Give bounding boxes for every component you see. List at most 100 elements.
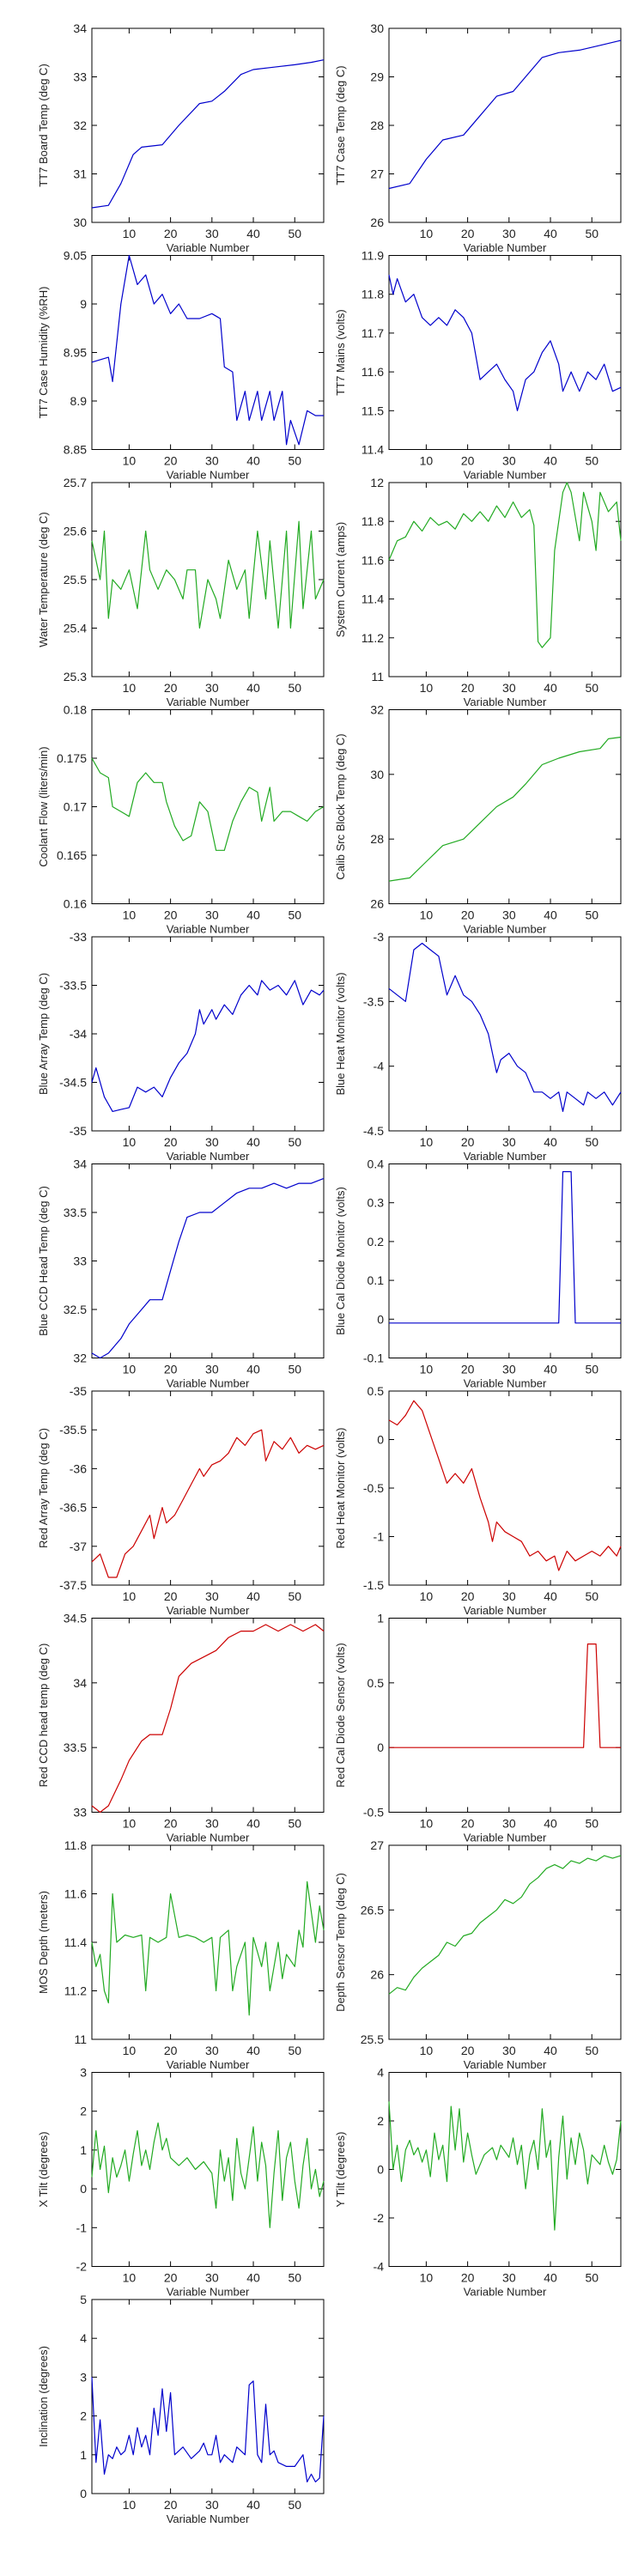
y-tick-label: 25.4 [64,622,87,635]
series-line [91,757,325,851]
x-tick-label: 50 [288,2498,301,2512]
x-tick-label: 50 [585,1589,598,1603]
y-tick-label: 0.5 [368,1676,385,1690]
y-tick-label: 11.9 [361,249,384,263]
y-tick-label: 27 [370,1838,384,1852]
x-tick-label: 10 [420,2044,434,2057]
chart-panel-4: 25.3 25.4 25.5 25.6 25.7 10 20 30 40 50 Variable N… [37,476,325,708]
chart-panel-9: -4.5 -4 -3.5 -3 10 20 30 40 50 Variable Number Blu… [334,930,622,1163]
y-tick-label: 0.175 [57,751,87,765]
series-line [388,1855,622,1995]
y-tick-label: 31 [73,167,87,181]
x-tick-label: 10 [420,1135,434,1149]
series-line [388,274,622,411]
y-axis-title: Blue Array Temp (deg C) [37,973,50,1095]
x-tick-label: 30 [205,1363,219,1376]
series-line [388,736,622,882]
plot-frame [388,709,622,904]
x-tick-label: 10 [420,227,434,240]
y-tick-label: -1 [374,1530,385,1544]
y-tick-label: 0.2 [368,1235,385,1249]
y-tick-label: 11.4 [361,443,384,457]
x-tick-label: 20 [164,227,178,240]
x-axis-title: Variable Number [167,2286,250,2299]
y-tick-label: -0.1 [363,1352,384,1365]
x-axis-title: Variable Number [464,1377,547,1390]
x-tick-label: 10 [123,908,137,922]
x-tick-label: 20 [164,1589,178,1603]
y-tick-label: 30 [370,21,384,35]
chart-panel-13: -1.5 -1 -0.5 0 0.5 10 20 30 40 50 Variable Number R… [334,1384,622,1617]
x-axis-title: Variable Number [167,241,250,254]
plot-frame [388,1163,622,1358]
y-tick-label: 25.3 [64,670,87,683]
y-tick-label: 25.5 [361,2032,384,2046]
y-tick-label: 29 [370,70,384,84]
chart-panel-5: 11 11.2 11.4 11.6 11.8 12 10 20 30 40 50 Variable N… [334,476,622,708]
x-tick-label: 20 [164,908,178,922]
x-tick-label: 40 [544,2044,557,2057]
x-axis-title: Variable Number [167,696,250,708]
series-line [388,39,622,190]
series-line [91,2122,325,2228]
x-axis-title: Variable Number [464,469,547,482]
y-axis-title: TT7 Case Temp (deg C) [334,65,347,185]
y-tick-label: 33 [73,70,87,84]
x-tick-label: 20 [461,2044,475,2057]
chart-panel-19: -4 -2 0 2 4 10 20 30 40 50 Variable Number Y Tilt (… [334,2066,622,2299]
chart-panel-12: -37.5 -37 -36.5 -36 -35.5 -35 10 20 30 40 50 Variab… [37,1384,325,1617]
series-line [91,980,325,1112]
x-tick-label: 10 [420,908,434,922]
y-tick-label: 11.6 [361,553,384,567]
series-line [91,1429,325,1578]
chart-panel-20: 0 1 2 3 4 5 10 20 30 40 50 Variable Number Inclinati… [37,2293,325,2525]
x-tick-label: 50 [288,1817,301,1831]
x-tick-label: 20 [461,227,475,240]
plot-frame [91,1390,325,1586]
y-axis-title: System Current (amps) [334,522,347,637]
x-tick-label: 10 [123,1589,137,1603]
y-axis-title: Calib Src Block Temp (deg C) [334,733,347,879]
y-tick-label: 11.4 [361,592,384,606]
x-tick-label: 20 [461,908,475,922]
y-tick-label: 11.6 [361,365,384,379]
y-tick-label: 34.5 [64,1612,87,1625]
y-tick-label: 28 [370,832,384,846]
y-tick-label: 11 [74,2032,87,2046]
x-tick-label: 40 [544,1363,557,1376]
plot-frame [91,1618,325,1813]
chart-panel-15: -0.5 0 0.5 1 10 20 30 40 50 Variable Number Red Ca… [334,1612,622,1844]
chart-panel-1: 26 27 28 29 30 10 20 30 40 50 Variable Number TT7 C… [334,21,622,254]
y-tick-label: 11.7 [361,326,384,340]
x-tick-label: 10 [420,2271,434,2285]
y-tick-label: -1.5 [363,1578,384,1592]
x-tick-label: 30 [205,2498,219,2512]
x-tick-label: 50 [585,227,598,240]
y-tick-label: 11.6 [64,1887,87,1901]
chart-panel-18: -2 -1 0 1 2 3 10 20 30 40 50 Variable Number X Tilt … [37,2066,325,2299]
x-tick-label: 30 [205,1135,219,1149]
x-tick-label: 20 [164,1363,178,1376]
x-axis-title: Variable Number [464,2058,547,2071]
y-axis-title: Red CCD head temp (deg C) [37,1643,50,1788]
x-axis-title: Variable Number [464,2286,547,2299]
y-tick-label: 11.8 [361,288,384,301]
y-tick-label: 1 [80,2143,87,2157]
y-axis-title: Red Cal Diode Sensor (volts) [334,1643,347,1787]
y-tick-label: -33 [70,930,87,944]
y-tick-label: 25.6 [64,525,87,538]
y-tick-label: -36 [70,1461,87,1475]
y-tick-label: 0 [377,2163,384,2177]
plot-frame [388,1844,622,2040]
y-tick-label: 0 [80,2487,87,2500]
x-tick-label: 30 [205,227,219,240]
x-tick-label: 30 [502,454,516,468]
x-tick-label: 20 [164,2271,178,2285]
y-tick-label: 34 [73,1157,87,1171]
y-axis-title: Depth Sensor Temp (deg C) [334,1873,347,2012]
y-tick-label: 8.9 [70,394,88,408]
x-tick-label: 10 [123,1363,137,1376]
x-tick-label: 10 [123,2271,137,2285]
x-tick-label: 10 [123,2498,137,2512]
x-tick-label: 50 [288,2271,301,2285]
